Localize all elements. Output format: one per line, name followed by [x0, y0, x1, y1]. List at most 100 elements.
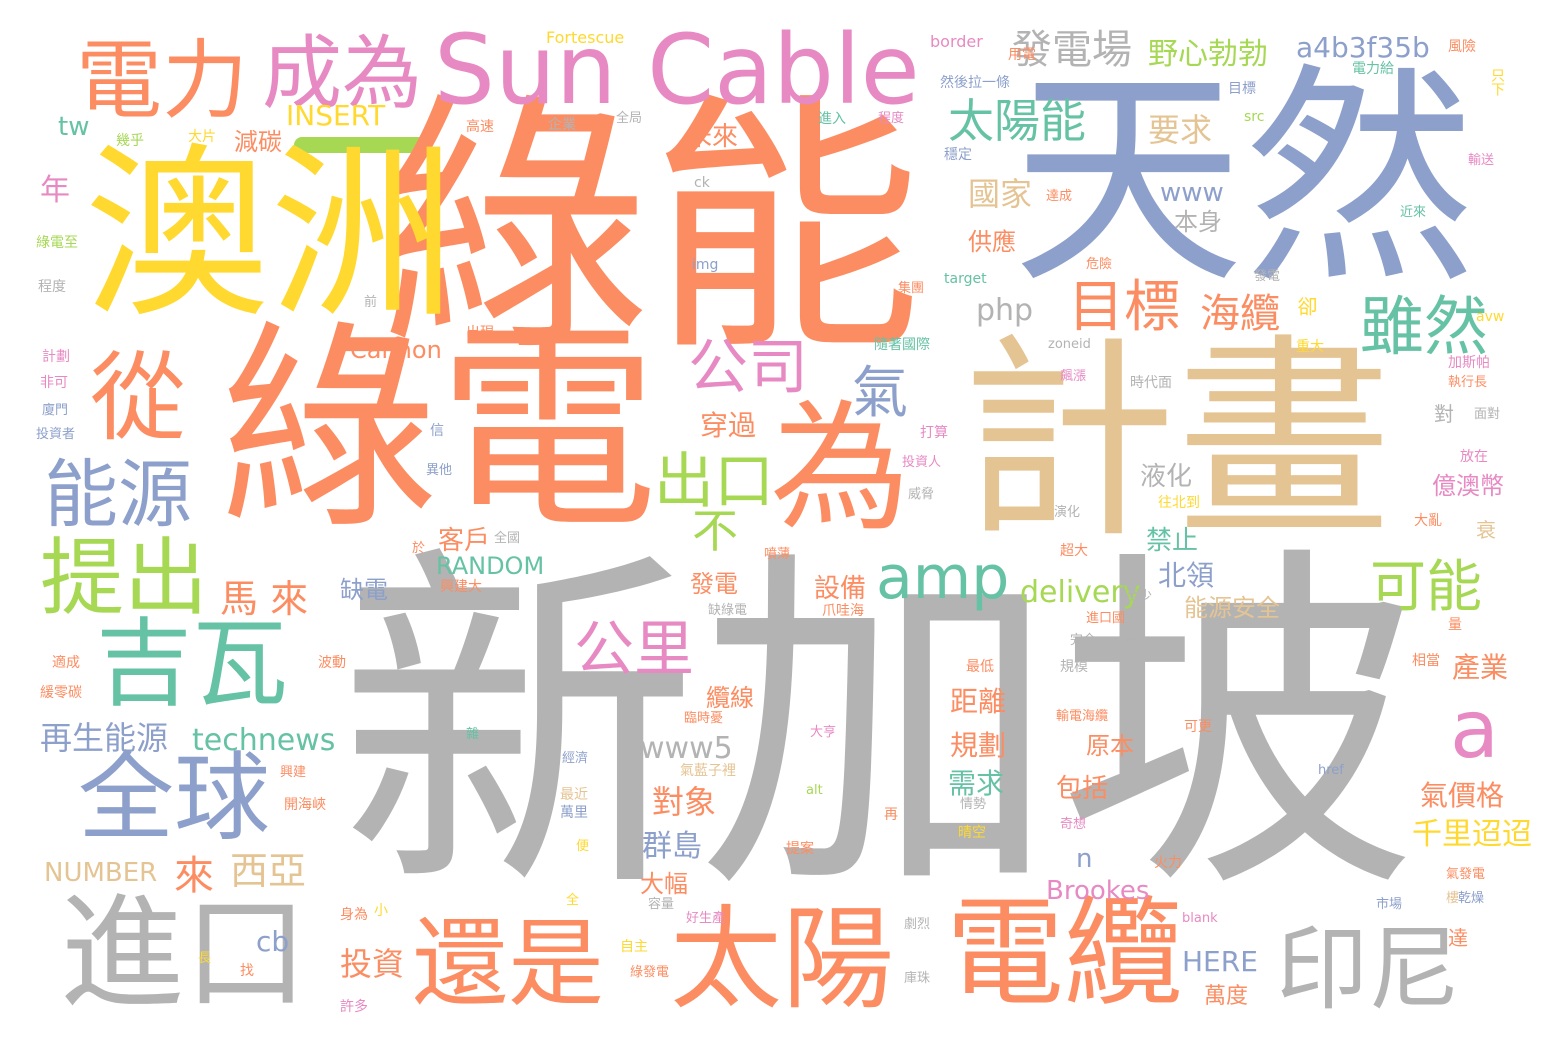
word-xinjiapo: 新加坡 — [338, 518, 1418, 937]
word-lanxian: 纜線 — [706, 684, 754, 712]
word-135: 執行長 — [1448, 375, 1488, 390]
word-146: 往北到 — [1158, 495, 1200, 511]
word-182: 奇想 — [1060, 817, 1087, 832]
word-here: HERE — [1182, 945, 1258, 978]
word-yexinbobo: 野心勃勃 — [1148, 37, 1268, 72]
word-149: 於 — [412, 541, 426, 556]
word-chanye: 產業 — [1452, 651, 1509, 684]
word-jihua: 計畫 — [960, 316, 1393, 567]
word-119: target — [944, 271, 987, 287]
word-wandu: 萬度 — [1204, 984, 1249, 1009]
word-194: 市場 — [1376, 897, 1403, 912]
word-jinzhi: 禁止 — [1146, 526, 1199, 556]
word-157: 進口國 — [1086, 611, 1126, 626]
word-insert: INSERT — [286, 99, 386, 132]
word-196: blank — [1182, 911, 1218, 926]
word-nian: 年 — [40, 173, 70, 208]
word-cong: 從 — [90, 342, 186, 454]
accent-bar — [294, 137, 431, 153]
word-guihua: 規劃 — [950, 729, 1007, 762]
word-122: 前 — [364, 295, 378, 310]
word-129: 計劃 — [42, 349, 70, 365]
word-184: 提案 — [786, 841, 814, 857]
word-qianli: 千里迢迢 — [1412, 817, 1532, 852]
word-tichu: 提出 — [40, 529, 209, 627]
word-164: 緩零碳 — [40, 685, 82, 701]
word-120: 危險 — [1086, 257, 1113, 272]
word-155: 爪哇海 — [822, 603, 864, 619]
word-199: 自主 — [620, 939, 648, 955]
word-176: alt — [806, 783, 823, 798]
word-202: 達 — [1448, 926, 1468, 950]
word-102: 目標 — [1228, 81, 1256, 97]
word-170: 大亨 — [810, 725, 837, 740]
word-taiyangneng: 太陽能 — [948, 94, 1086, 148]
word-179: 萬里 — [560, 805, 588, 821]
word-technews: technews — [192, 723, 336, 758]
word-amp: amp — [876, 543, 1010, 613]
word-lai: 來 — [174, 853, 214, 899]
word-169: 雜 — [466, 727, 480, 742]
word-hailan: 海纜 — [1200, 291, 1280, 337]
word-117: 綠電至 — [36, 235, 78, 251]
word-www5: www5 — [640, 731, 733, 766]
word-number: NUMBER — [44, 858, 158, 888]
word-fortescue: Fortescue — [546, 28, 625, 47]
word-nengyuan: 能源 — [44, 452, 192, 538]
word-jiwa: 吉瓦 — [96, 608, 288, 720]
word-185: 火力 — [1154, 855, 1182, 871]
word-gongying: 供應 — [968, 228, 1016, 256]
word-173: 氣藍子裡 — [680, 763, 736, 779]
word-105: 企業 — [548, 117, 576, 133]
word-yiaobi: 億澳幣 — [1432, 472, 1504, 500]
word-kehu: 客戶 — [438, 526, 491, 556]
word-quanqiu: 全球 — [78, 742, 270, 854]
word-benshen: 本身 — [1174, 208, 1222, 236]
word-chengwei: 成為 — [262, 27, 422, 120]
word-chuanguo: 穿過 — [700, 409, 757, 442]
word-187: 身為 — [340, 907, 368, 923]
word-138: 信 — [430, 423, 444, 439]
word-159: 完全 — [1070, 633, 1097, 648]
word-197: 長 — [198, 951, 212, 966]
word-lvdian: 綠電 — [218, 302, 659, 558]
word-jiantan: 減碳 — [234, 128, 282, 156]
word-162: 規模 — [1060, 659, 1088, 675]
word-julii: 距離 — [950, 685, 1007, 718]
word-malai: 馬 來 — [220, 577, 309, 621]
word-151: 超大 — [1060, 543, 1088, 559]
word-115: 輸送 — [1468, 153, 1495, 168]
word-114: 達成 — [1046, 189, 1073, 204]
word-qiangjia: 氣價格 — [1420, 779, 1505, 812]
word-cannon: Cannon — [350, 336, 442, 364]
word-193: 樓 — [1446, 891, 1460, 906]
word-183: 便 — [576, 839, 590, 854]
word-137: 投資者 — [36, 427, 76, 442]
word-fadianchang: 發電場 — [1012, 27, 1132, 73]
word-112: 大片 — [188, 129, 216, 145]
word-xiya: 西亞 — [230, 849, 307, 893]
word-163: 相當 — [1412, 653, 1440, 669]
word-139: 打算 — [920, 425, 948, 441]
word-204: 發電 — [1254, 269, 1281, 284]
word-touzi: 投資 — [340, 945, 405, 983]
word-weilai: 未來 — [686, 122, 739, 152]
word-keneng: 可能 — [1370, 555, 1482, 620]
word-161: 最低 — [966, 659, 994, 675]
word-beiling: 北領 — [1158, 559, 1215, 592]
word-125: avw — [1476, 309, 1505, 325]
word-a: a — [1450, 683, 1500, 776]
word-lvneng: 綠能 — [378, 72, 922, 388]
word-205: 衰 — [1476, 518, 1496, 542]
word-128: 重大 — [1296, 339, 1324, 355]
word-123: 集團 — [898, 281, 925, 296]
word-99: 風險 — [1448, 39, 1476, 55]
word-yaoqiu: 要求 — [1148, 111, 1213, 149]
word-suiran: 雖然 — [1360, 291, 1488, 365]
word-gongsi: 公司 — [688, 333, 808, 403]
word-201: 庫珠 — [904, 971, 931, 986]
word-171: 經濟 — [562, 751, 589, 766]
word-yehua: 液化 — [1140, 462, 1193, 492]
word-dafu: 大幅 — [640, 870, 688, 898]
word-172: 興建 — [280, 765, 307, 780]
